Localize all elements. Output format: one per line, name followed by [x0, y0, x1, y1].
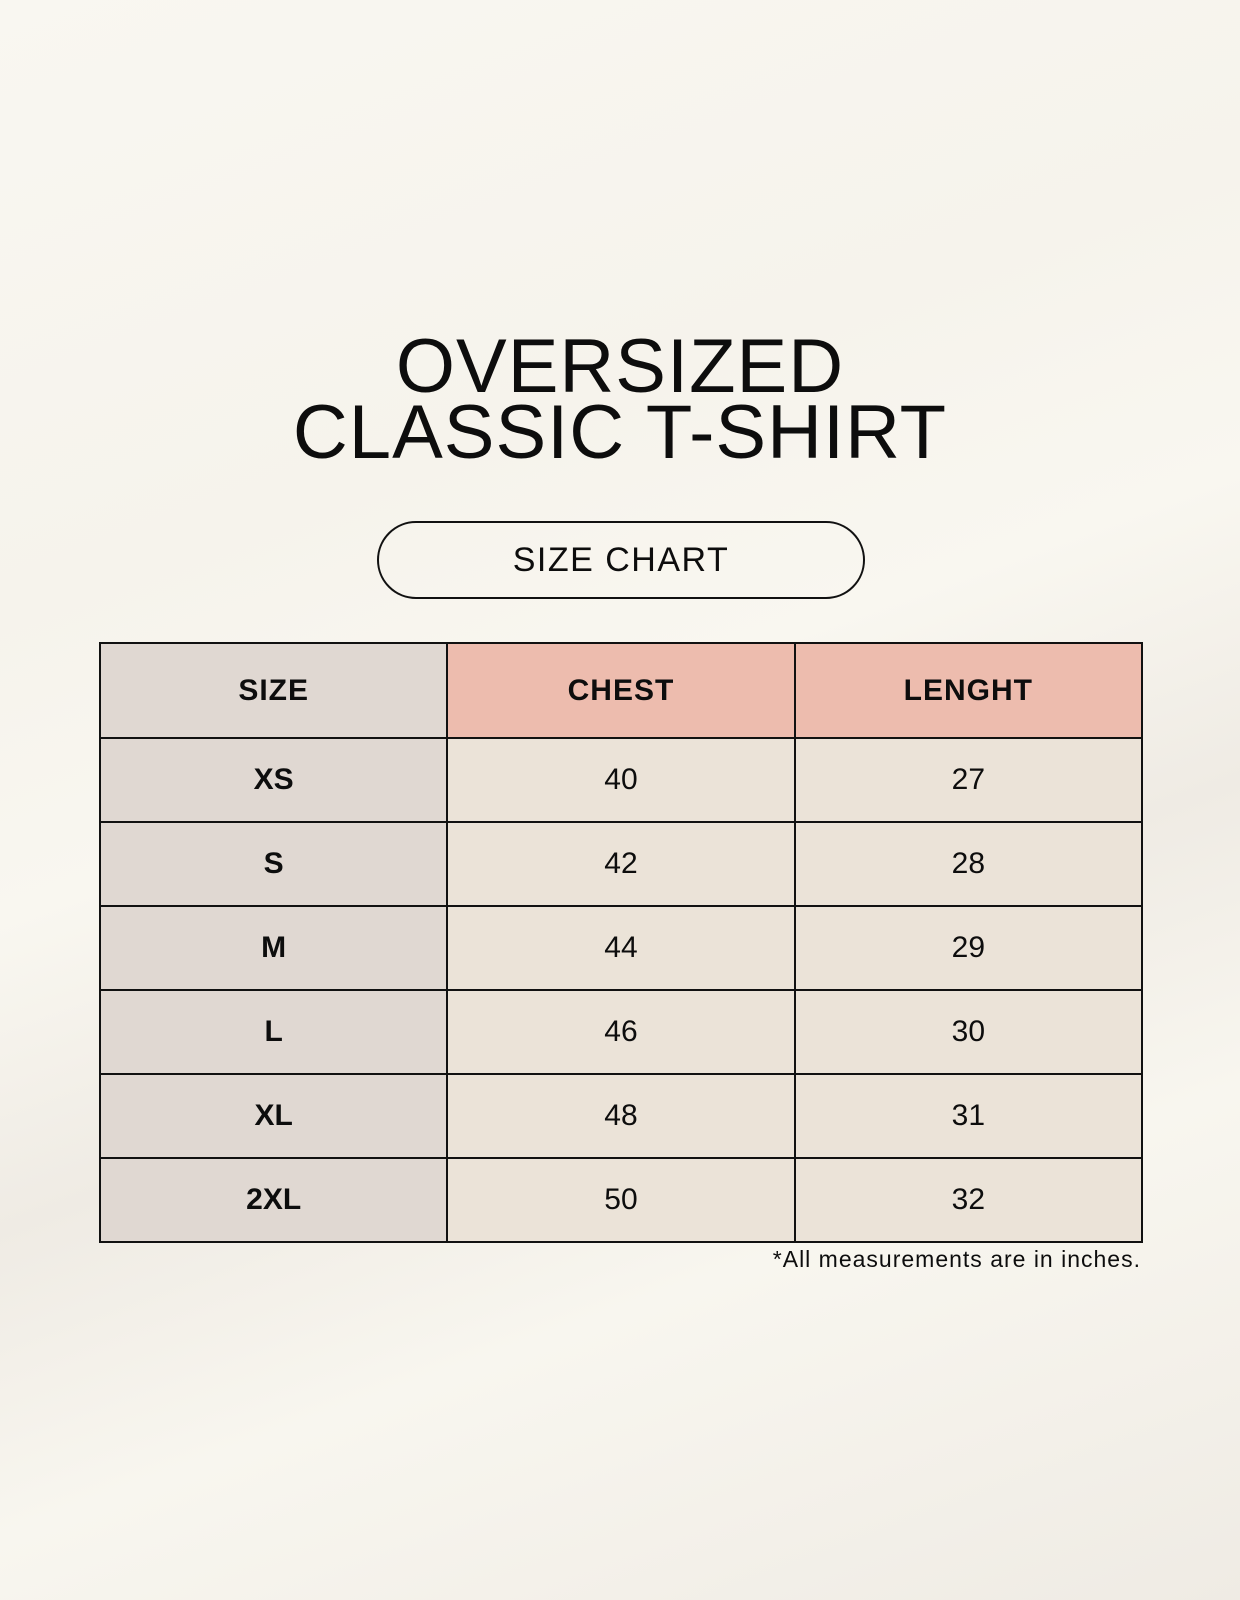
cell-length: 27: [793, 737, 1144, 823]
header-size: SIZE: [98, 642, 449, 739]
table-row: S 42 28: [98, 821, 1144, 907]
table-row: 2XL 50 32: [98, 1157, 1144, 1243]
table-row: XL 48 31: [98, 1073, 1144, 1159]
cell-size: XL: [98, 1073, 449, 1159]
table-row: L 46 30: [98, 989, 1144, 1075]
cell-chest: 42: [446, 821, 796, 907]
cell-size: 2XL: [98, 1157, 449, 1243]
table-row: M 44 29: [98, 905, 1144, 991]
cell-chest: 40: [446, 737, 796, 823]
table-header-row: SIZE CHEST LENGHT: [98, 642, 1144, 739]
cell-chest: 44: [446, 905, 796, 991]
cell-size: XS: [98, 737, 449, 823]
cell-chest: 48: [446, 1073, 796, 1159]
cell-size: S: [98, 821, 449, 907]
table-row: XS 40 27: [98, 737, 1144, 823]
page-title: OVERSIZED CLASSIC T-SHIRT: [0, 324, 1240, 475]
cell-chest: 46: [446, 989, 796, 1075]
size-chart-badge: SIZE CHART: [377, 521, 865, 599]
title-line-2: CLASSIC T-SHIRT: [292, 390, 948, 475]
cell-length: 28: [793, 821, 1144, 907]
title-line-1: OVERSIZED: [395, 324, 845, 409]
size-table: SIZE CHEST LENGHT XS 40 27 S 42 28 M 44 29 L 46 30 X…: [98, 642, 1144, 1243]
header-chest: CHEST: [446, 642, 796, 739]
cell-length: 29: [793, 905, 1144, 991]
header-length: LENGHT: [793, 642, 1144, 739]
cell-size: L: [98, 989, 449, 1075]
cell-size: M: [98, 905, 449, 991]
cell-length: 31: [793, 1073, 1144, 1159]
cell-length: 32: [793, 1157, 1144, 1243]
footnote: *All measurements are in inches.: [772, 1246, 1141, 1272]
cell-chest: 50: [446, 1157, 796, 1243]
cell-length: 30: [793, 989, 1144, 1075]
